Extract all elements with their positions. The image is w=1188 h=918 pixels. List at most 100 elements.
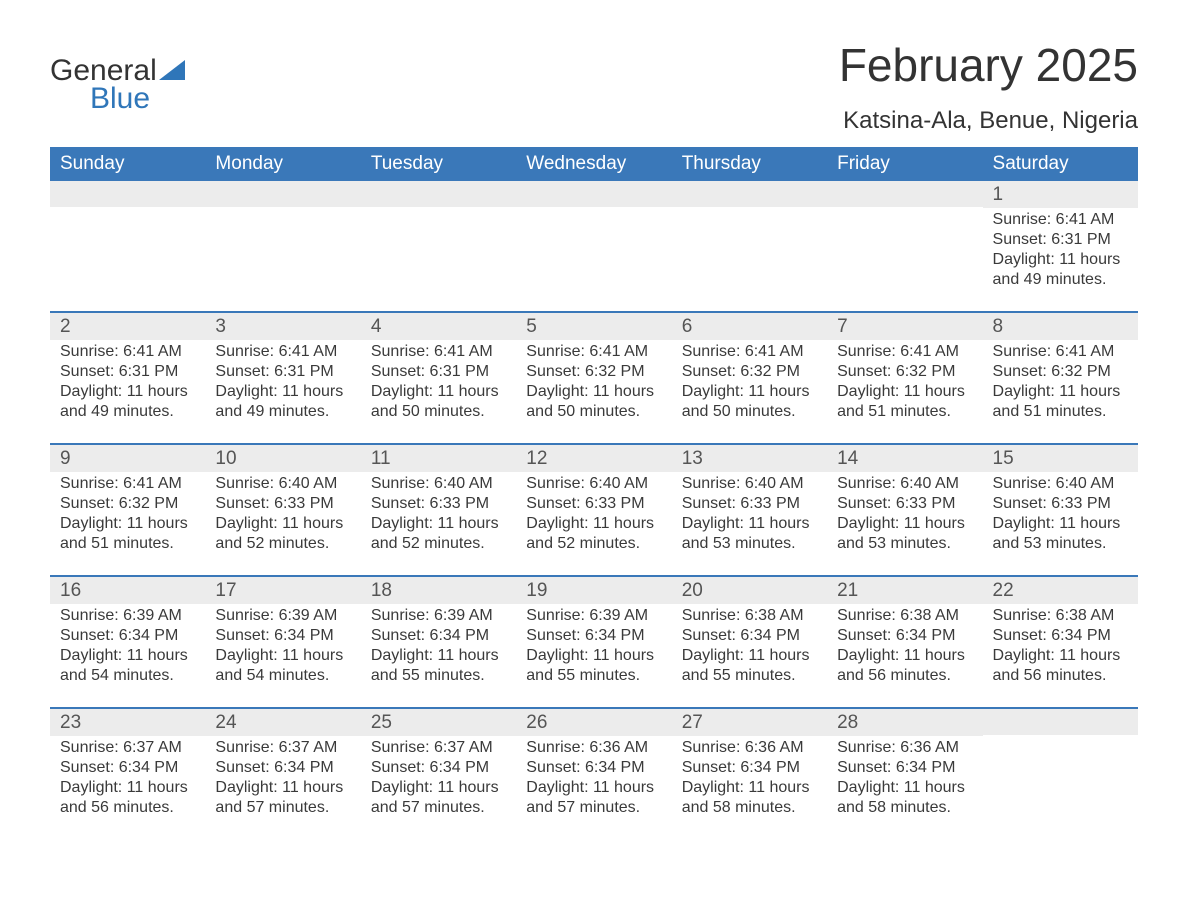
sunrise-line: Sunrise: 6:39 AM [371, 606, 506, 626]
day-number: 26 [516, 709, 671, 737]
weekday-header-cell: Wednesday [516, 147, 671, 181]
day-number: 3 [205, 313, 360, 341]
sunset-line: Sunset: 6:33 PM [682, 494, 817, 514]
sunset-line: Sunset: 6:32 PM [526, 362, 661, 382]
day-number: 6 [672, 313, 827, 341]
daylight-line: Daylight: 11 hours and 56 minutes. [837, 646, 972, 686]
weekday-header-cell: Friday [827, 147, 982, 181]
sunrise-line: Sunrise: 6:38 AM [993, 606, 1128, 626]
day-cell: 14Sunrise: 6:40 AMSunset: 6:33 PMDayligh… [827, 445, 982, 575]
day-cell: 24Sunrise: 6:37 AMSunset: 6:34 PMDayligh… [205, 709, 360, 839]
daylight-line: Daylight: 11 hours and 57 minutes. [215, 778, 350, 818]
day-number [827, 181, 982, 207]
daylight-line: Daylight: 11 hours and 58 minutes. [837, 778, 972, 818]
day-number: 18 [361, 577, 516, 605]
sunset-line: Sunset: 6:34 PM [526, 758, 661, 778]
day-cell: 28Sunrise: 6:36 AMSunset: 6:34 PMDayligh… [827, 709, 982, 839]
sunset-line: Sunset: 6:34 PM [215, 626, 350, 646]
daylight-line: Daylight: 11 hours and 56 minutes. [993, 646, 1128, 686]
sunset-line: Sunset: 6:34 PM [837, 758, 972, 778]
sunrise-line: Sunrise: 6:39 AM [215, 606, 350, 626]
day-cell: 10Sunrise: 6:40 AMSunset: 6:33 PMDayligh… [205, 445, 360, 575]
day-number [361, 181, 516, 207]
sunrise-line: Sunrise: 6:37 AM [371, 738, 506, 758]
day-number: 13 [672, 445, 827, 473]
day-cell: 8Sunrise: 6:41 AMSunset: 6:32 PMDaylight… [983, 313, 1138, 443]
sunset-line: Sunset: 6:32 PM [837, 362, 972, 382]
sunset-line: Sunset: 6:33 PM [371, 494, 506, 514]
daylight-line: Daylight: 11 hours and 50 minutes. [682, 382, 817, 422]
day-number: 9 [50, 445, 205, 473]
day-number: 25 [361, 709, 516, 737]
day-number: 10 [205, 445, 360, 473]
day-cell: 13Sunrise: 6:40 AMSunset: 6:33 PMDayligh… [672, 445, 827, 575]
sunrise-line: Sunrise: 6:37 AM [215, 738, 350, 758]
week-row: 9Sunrise: 6:41 AMSunset: 6:32 PMDaylight… [50, 443, 1138, 575]
sunrise-line: Sunrise: 6:41 AM [526, 342, 661, 362]
week-row: 16Sunrise: 6:39 AMSunset: 6:34 PMDayligh… [50, 575, 1138, 707]
sunset-line: Sunset: 6:32 PM [60, 494, 195, 514]
daylight-line: Daylight: 11 hours and 56 minutes. [60, 778, 195, 818]
calendar-grid: SundayMondayTuesdayWednesdayThursdayFrid… [50, 147, 1138, 839]
sunset-line: Sunset: 6:33 PM [526, 494, 661, 514]
week-row: 23Sunrise: 6:37 AMSunset: 6:34 PMDayligh… [50, 707, 1138, 839]
daylight-line: Daylight: 11 hours and 54 minutes. [215, 646, 350, 686]
day-cell: 21Sunrise: 6:38 AMSunset: 6:34 PMDayligh… [827, 577, 982, 707]
day-cell [361, 181, 516, 311]
day-cell: 25Sunrise: 6:37 AMSunset: 6:34 PMDayligh… [361, 709, 516, 839]
weeks-container: 1 Sunrise: 6:41 AM Sunset: 6:31 PM Daylight… [50, 181, 1138, 839]
sunset-line: Sunset: 6:33 PM [215, 494, 350, 514]
brand-text: General Blue [50, 56, 185, 114]
sunset-line: Sunset: 6:34 PM [215, 758, 350, 778]
sunrise-line: Sunrise: 6:41 AM [215, 342, 350, 362]
day-number [516, 181, 671, 207]
day-number: 23 [50, 709, 205, 737]
day-cell: 5Sunrise: 6:41 AMSunset: 6:32 PMDaylight… [516, 313, 671, 443]
day-cell [983, 709, 1138, 839]
sunrise-line: Sunrise: 6:41 AM [60, 474, 195, 494]
day-cell: 2Sunrise: 6:41 AMSunset: 6:31 PMDaylight… [50, 313, 205, 443]
weekday-header-cell: Tuesday [361, 147, 516, 181]
daylight-line: Daylight: 11 hours and 49 minutes. [993, 250, 1128, 290]
day-cell: 19Sunrise: 6:39 AMSunset: 6:34 PMDayligh… [516, 577, 671, 707]
daylight-line: Daylight: 11 hours and 49 minutes. [215, 382, 350, 422]
sunset-line: Sunset: 6:33 PM [837, 494, 972, 514]
day-number: 17 [205, 577, 360, 605]
day-number: 19 [516, 577, 671, 605]
sunrise-line: Sunrise: 6:41 AM [682, 342, 817, 362]
weekday-header-row: SundayMondayTuesdayWednesdayThursdayFrid… [50, 147, 1138, 181]
day-cell: 17Sunrise: 6:39 AMSunset: 6:34 PMDayligh… [205, 577, 360, 707]
day-number: 15 [983, 445, 1138, 473]
sunset-line: Sunset: 6:34 PM [682, 758, 817, 778]
daylight-line: Daylight: 11 hours and 52 minutes. [215, 514, 350, 554]
sunrise-line: Sunrise: 6:38 AM [682, 606, 817, 626]
daylight-line: Daylight: 11 hours and 55 minutes. [371, 646, 506, 686]
day-number [50, 181, 205, 207]
daylight-line: Daylight: 11 hours and 54 minutes. [60, 646, 195, 686]
day-cell [516, 181, 671, 311]
sunset-line: Sunset: 6:31 PM [60, 362, 195, 382]
day-number: 1 [983, 181, 1138, 209]
daylight-line: Daylight: 11 hours and 52 minutes. [526, 514, 661, 554]
day-number: 20 [672, 577, 827, 605]
sunset-line: Sunset: 6:34 PM [993, 626, 1128, 646]
daylight-line: Daylight: 11 hours and 51 minutes. [60, 514, 195, 554]
weekday-header-cell: Monday [205, 147, 360, 181]
daylight-line: Daylight: 11 hours and 51 minutes. [993, 382, 1128, 422]
day-number [205, 181, 360, 207]
day-number [983, 709, 1138, 735]
sunrise-line: Sunrise: 6:40 AM [215, 474, 350, 494]
weekday-header-cell: Saturday [983, 147, 1138, 181]
sunrise-line: Sunrise: 6:37 AM [60, 738, 195, 758]
weekday-header-cell: Thursday [672, 147, 827, 181]
day-number: 11 [361, 445, 516, 473]
sunset-line: Sunset: 6:32 PM [682, 362, 817, 382]
day-cell: 7Sunrise: 6:41 AMSunset: 6:32 PMDaylight… [827, 313, 982, 443]
day-number: 2 [50, 313, 205, 341]
day-cell: 12Sunrise: 6:40 AMSunset: 6:33 PMDayligh… [516, 445, 671, 575]
day-number: 16 [50, 577, 205, 605]
daylight-line: Daylight: 11 hours and 50 minutes. [371, 382, 506, 422]
sunrise-line: Sunrise: 6:41 AM [371, 342, 506, 362]
brand-word-2: Blue [90, 84, 150, 114]
day-number [672, 181, 827, 207]
